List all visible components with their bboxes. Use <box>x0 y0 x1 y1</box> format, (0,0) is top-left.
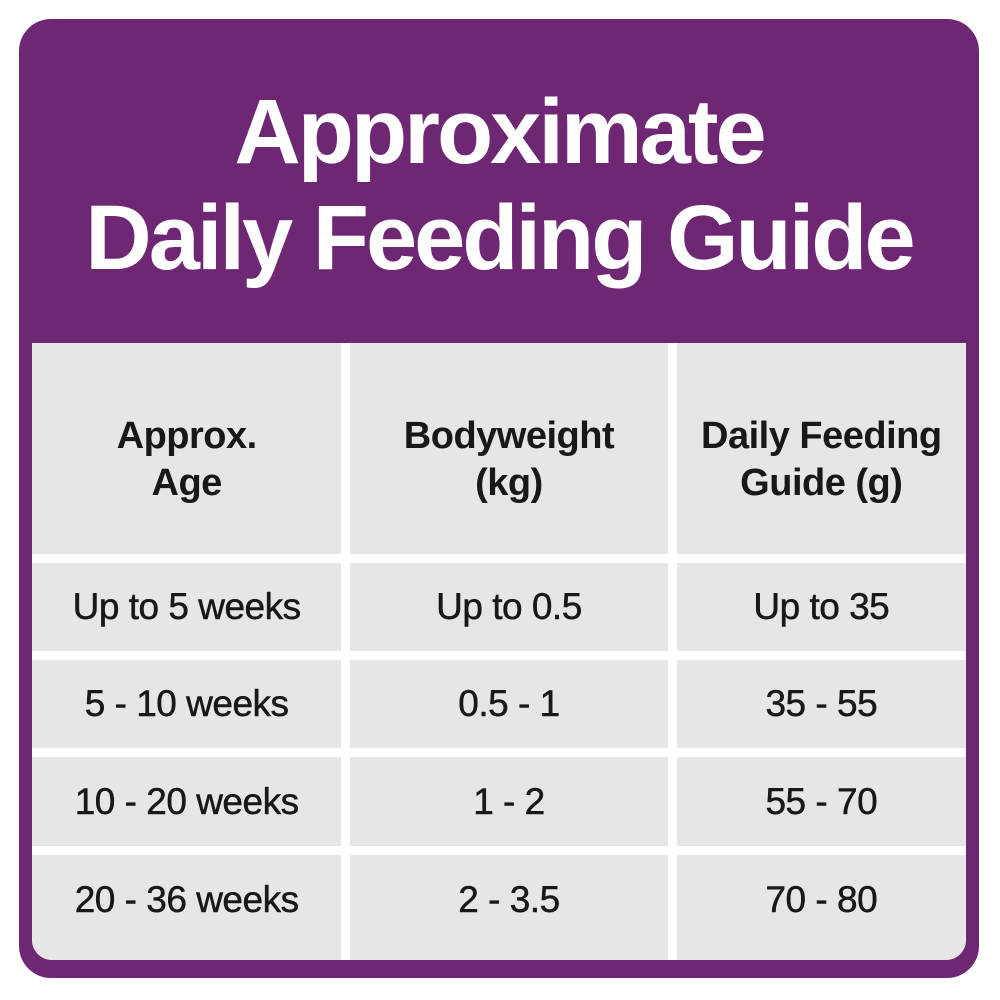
table-cell-age-row2: 5 - 10 weeks <box>32 660 342 748</box>
table-cell-feeding-row3: 55 - 70 <box>676 757 966 846</box>
column-header-bodyweight: Bodyweight (kg) <box>350 343 668 554</box>
table-cell-bodyweight-row1: Up to 0.5 <box>350 563 668 651</box>
title-line-2: Daily Feeding Guide <box>85 187 915 289</box>
page-title: Approximate Daily Feeding Guide <box>19 19 979 343</box>
table-cell-feeding-row4: 70 - 80 <box>676 855 966 960</box>
table-cell-bodyweight-row2: 0.5 - 1 <box>350 660 668 748</box>
table-cell-age-row3: 10 - 20 weeks <box>32 757 342 846</box>
table-cell-age-row4: 20 - 36 weeks <box>32 855 342 960</box>
table-cell-bodyweight-row4: 2 - 3.5 <box>350 855 668 960</box>
column-header-daily-feeding-guide: Daily Feeding Guide (g) <box>676 343 966 554</box>
table-cell-age-row1: Up to 5 weeks <box>32 563 342 651</box>
feeding-guide-card: Approximate Daily Feeding Guide Approx. … <box>19 19 979 978</box>
table-cell-bodyweight-row3: 1 - 2 <box>350 757 668 846</box>
title-line-1: Approximate <box>234 81 766 183</box>
column-header-approx-age: Approx. Age <box>32 343 342 554</box>
feeding-guide-table: Approx. Age Bodyweight (kg) Daily Feedin… <box>32 343 966 960</box>
table-cell-feeding-row1: Up to 35 <box>676 563 966 651</box>
table-cell-feeding-row2: 35 - 55 <box>676 660 966 748</box>
